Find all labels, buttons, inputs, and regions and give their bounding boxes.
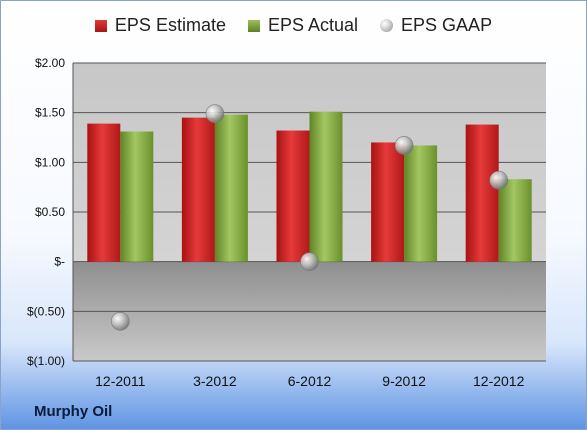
y-tick-label: $1.50 bbox=[35, 106, 65, 120]
legend-label-gaap: EPS GAAP bbox=[401, 15, 493, 35]
legend-label-estimate: EPS Estimate bbox=[114, 15, 226, 35]
marker-eps-gaap bbox=[300, 252, 319, 271]
legend: EPS Estimate EPS Actual EPS GAAP bbox=[1, 15, 586, 36]
x-tick-label: 12-2011 bbox=[95, 373, 146, 389]
x-tick-label: 12-2012 bbox=[473, 373, 525, 389]
legend-item-actual: EPS Actual bbox=[247, 15, 359, 36]
company-name: Murphy Oil bbox=[34, 403, 113, 420]
x-tick-label: 3-2012 bbox=[193, 373, 237, 389]
bar-eps-actual bbox=[498, 179, 532, 262]
bar-eps-actual bbox=[214, 114, 248, 262]
legend-swatch-gaap bbox=[380, 19, 394, 32]
bar-eps-actual bbox=[404, 145, 438, 262]
bar-eps-estimate bbox=[87, 123, 121, 262]
bar-eps-actual bbox=[120, 131, 154, 262]
x-tick-label: 6-2012 bbox=[288, 373, 332, 389]
legend-swatch-estimate bbox=[94, 19, 107, 32]
y-tick-label: $0.50 bbox=[35, 205, 65, 219]
bar-eps-estimate bbox=[276, 130, 310, 262]
y-tick-label: $(1.00) bbox=[27, 354, 65, 368]
marker-eps-gaap bbox=[489, 170, 509, 190]
legend-swatch-actual bbox=[247, 19, 260, 32]
x-tick-label: 9-2012 bbox=[382, 373, 426, 389]
bar-eps-actual bbox=[309, 111, 343, 262]
y-tick-label: $2.00 bbox=[35, 56, 65, 70]
marker-eps-gaap bbox=[205, 104, 225, 123]
marker-eps-gaap bbox=[394, 136, 414, 155]
legend-label-actual: EPS Actual bbox=[267, 15, 359, 35]
legend-item-estimate: EPS Estimate bbox=[94, 15, 226, 36]
y-tick-label: $(0.50) bbox=[27, 304, 65, 318]
bar-eps-estimate bbox=[371, 142, 405, 262]
marker-eps-gaap bbox=[111, 311, 130, 331]
legend-item-gaap: EPS GAAP bbox=[380, 15, 492, 36]
y-tick-label: $- bbox=[54, 255, 65, 269]
bar-eps-estimate bbox=[181, 117, 215, 262]
bar-eps-estimate bbox=[465, 124, 499, 262]
y-tick-label: $1.00 bbox=[35, 155, 65, 169]
